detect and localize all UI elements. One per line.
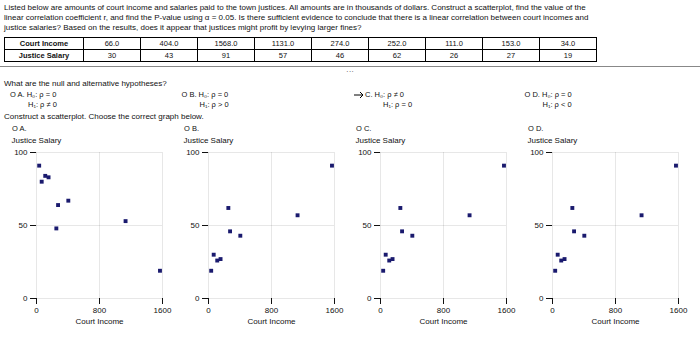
svg-text:0: 0 [206,306,211,315]
svg-text:0: 0 [539,294,544,303]
svg-text:Justice Salary: Justice Salary [356,136,406,145]
html-text:91: 91 [221,51,231,60]
svg-text:1600: 1600 [498,306,516,315]
svg-text:1600: 1600 [670,306,688,315]
svg-text:100: 100 [14,148,28,157]
svg-text:0: 0 [367,294,372,303]
html-text:111.0: 111.0 [445,39,463,48]
html-text:H₁: ρ ≠ 0: H₁: ρ ≠ 0 [28,100,57,109]
svg-text:50: 50 [535,221,544,230]
html-text:43: 43 [164,51,174,60]
svg-text:50: 50 [363,221,372,230]
html-text:34.0: 34.0 [560,39,576,48]
html-text:1131.0: 1131.0 [271,39,295,48]
html-text:H₁: ρ = 0: H₁: ρ = 0 [383,100,413,109]
html-text:1568.0: 1568.0 [214,39,238,48]
html-text:O B. H₀: ρ = 0: O B. H₀: ρ = 0 [181,90,229,99]
html-text:linear correlation coefficient: linear correlation coefficient r, and fi… [4,13,589,22]
html-text:274.0: 274.0 [330,39,350,48]
svg-text:100: 100 [186,148,200,157]
html-text:Justice Salary: Justice Salary [18,51,70,60]
html-text:Court Income: Court Income [19,39,69,48]
html-text:O B.: O B. [184,124,199,133]
svg-text:Court Income: Court Income [419,317,468,326]
svg-text:800: 800 [437,306,451,315]
html-text:57: 57 [278,51,288,60]
html-text:H₁: ρ > 0: H₁: ρ > 0 [199,100,229,109]
svg-text:Justice Salary: Justice Salary [528,136,578,145]
svg-text:50: 50 [19,221,28,230]
html-text:30: 30 [107,51,117,60]
html-text:What are the null and alternat: What are the null and alternative hypoth… [4,79,167,88]
svg-text:Court Income: Court Income [75,317,124,326]
html-text:O D. H₀: ρ = 0: O D. H₀: ρ = 0 [524,90,572,99]
html-text:justice salaries? Based on the: justice salaries? Based on the results, … [4,23,362,32]
svg-text:Justice Salary: Justice Salary [12,136,62,145]
html-text:Construct a scatterplot. Choos: Construct a scatterplot. Choose the corr… [4,112,204,121]
html-text:27: 27 [506,51,516,60]
svg-text:1600: 1600 [154,306,172,315]
html-text:66.0: 66.0 [104,39,120,48]
svg-text:Court Income: Court Income [591,317,640,326]
svg-text:800: 800 [609,306,623,315]
html-text:H₁: ρ < 0: H₁: ρ < 0 [542,100,572,109]
html-text:O A. H₀: ρ = 0: O A. H₀: ρ = 0 [10,90,57,99]
html-text:Listed below are amounts of co: Listed below are amounts of court income… [4,3,586,12]
html-text:62: 62 [392,51,402,60]
svg-text:0: 0 [378,306,383,315]
html-text:19: 19 [563,51,573,60]
svg-text:Court Income: Court Income [247,317,296,326]
html-text:C. H₀: ρ ≠ 0: C. H₀: ρ ≠ 0 [365,90,404,99]
html-text:252.0: 252.0 [387,39,407,48]
svg-text:800: 800 [93,306,107,315]
html-text:46: 46 [335,51,345,60]
html-text:153.0: 153.0 [501,39,521,48]
svg-text:50: 50 [191,221,200,230]
svg-text:1600: 1600 [326,306,344,315]
svg-text:0: 0 [195,294,200,303]
html-text:O A.: O A. [12,124,27,133]
svg-text:Justice Salary: Justice Salary [184,136,234,145]
html-text:O D.: O D. [528,124,544,133]
svg-text:0: 0 [23,294,28,303]
html-text:26: 26 [449,51,459,60]
svg-text:0: 0 [34,306,39,315]
svg-text:0: 0 [550,306,555,315]
svg-text:800: 800 [265,306,279,315]
svg-text:100: 100 [530,148,544,157]
svg-text:100: 100 [358,148,372,157]
html-text:404.0: 404.0 [159,39,179,48]
html-text:O C.: O C. [356,124,372,133]
